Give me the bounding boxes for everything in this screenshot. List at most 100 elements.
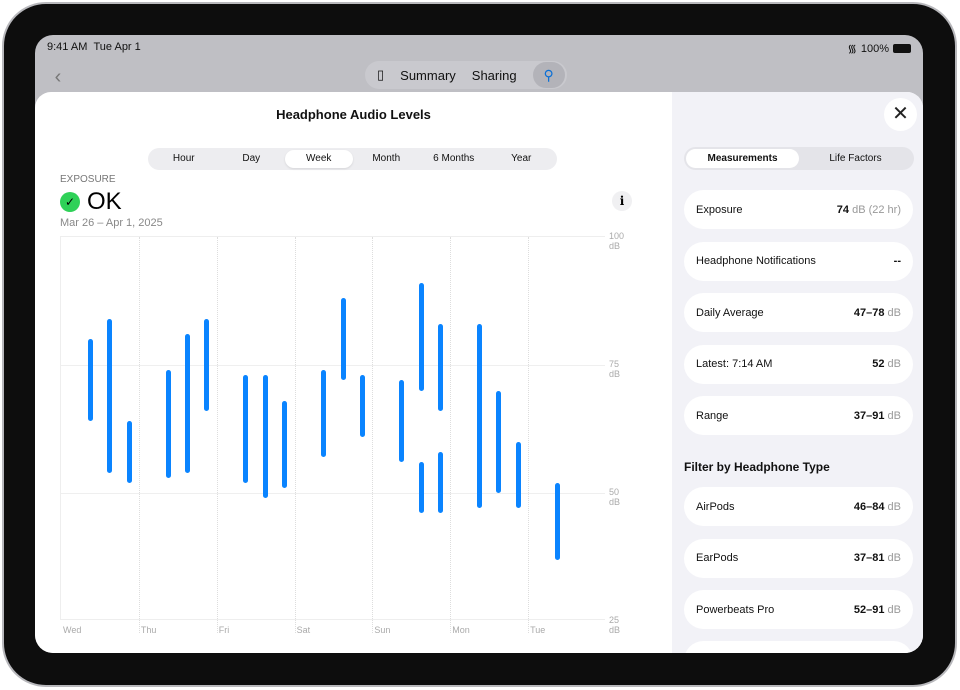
day-gridline — [294, 237, 296, 633]
x-tick-label: Tue — [530, 625, 546, 635]
range-bar[interactable] — [87, 339, 93, 422]
x-tick-label: Thu — [140, 625, 157, 635]
range-bar[interactable] — [515, 441, 521, 509]
range-bar[interactable] — [418, 462, 424, 514]
x-tick-label: Sat — [296, 625, 311, 635]
day-gridline — [138, 237, 140, 633]
x-tick-label: Fri — [218, 625, 230, 635]
item-value: -- — [894, 255, 901, 267]
range-bar[interactable] — [321, 370, 327, 458]
item-value: 74 dB (22 hr) — [837, 204, 901, 216]
value-unit: dB (22 hr) — [852, 203, 901, 216]
info-icon[interactable]: i — [612, 191, 632, 211]
range-bar[interactable] — [360, 375, 366, 437]
range-bar[interactable] — [262, 375, 268, 499]
range-selector: Hour Day Week Month 6 Months Year — [148, 148, 557, 170]
tab-day[interactable]: Day — [242, 153, 261, 164]
list-item[interactable]: Powerbeats Pro 52–91 dB — [684, 590, 913, 629]
date-range: Mar 26 – Apr 1, 2025 — [60, 217, 163, 229]
value-number: 37–81 — [853, 552, 885, 564]
range-bar[interactable] — [399, 380, 405, 463]
tab-6-months[interactable]: 6 Months — [433, 153, 475, 164]
range-bar[interactable] — [554, 482, 560, 560]
nav-bar: ▯ Summary Sharing ⚲ — [365, 61, 567, 89]
value-number: 52–91 — [853, 603, 885, 616]
tab-month[interactable]: Month — [372, 153, 401, 164]
nav-summary[interactable]: Summary — [400, 67, 456, 83]
status-date: Tue Apr 1 — [93, 41, 141, 53]
list-item[interactable]: Range 37–91 dB — [684, 396, 913, 435]
item-value: 46–84 dB — [854, 501, 901, 513]
list-item[interactable]: EarPods 37–81 dB — [684, 538, 913, 578]
tab-measurements[interactable]: Measurements — [686, 149, 799, 168]
day-gridline — [372, 237, 374, 633]
x-tick-label: Wed — [63, 625, 82, 635]
gridline — [61, 365, 605, 366]
y-tick-label: 25 dB — [609, 615, 621, 635]
range-bar[interactable] — [476, 324, 482, 509]
tab-life-factors[interactable]: Life Factors — [829, 153, 882, 164]
tab-year[interactable]: Year — [511, 153, 532, 164]
item-label: Range — [696, 409, 729, 422]
sidebar-icon[interactable]: ▯ — [377, 67, 385, 82]
item-label: Powerbeats Pro — [696, 603, 775, 616]
range-bar[interactable] — [282, 400, 288, 488]
item-label: Latest: 7:14 AM — [696, 358, 773, 370]
y-tick-label: 75 dB — [609, 359, 621, 379]
screen: 9:41 AM Tue Apr 1 ᯾ 100% ‹ ▯ Summary Shar… — [35, 35, 923, 653]
day-gridline — [528, 237, 530, 633]
filter-heading: Filter by Headphone Type — [684, 460, 830, 474]
nav-sharing[interactable]: Sharing — [471, 67, 517, 83]
range-bar[interactable] — [204, 318, 210, 412]
x-tick-label: Sun — [374, 625, 391, 635]
range-bar[interactable] — [243, 375, 249, 483]
value-unit: dB — [887, 306, 901, 319]
wifi-icon: ᯾ — [847, 43, 857, 55]
back-button[interactable]: ‹ — [54, 66, 62, 88]
exposure-status: ✓ OK — [60, 188, 122, 216]
list-item[interactable]: Headphone Notifications -- — [684, 241, 913, 281]
list-item[interactable]: Latest: 7:14 AM 52 dB — [684, 344, 913, 384]
tab-week[interactable]: Week — [285, 150, 353, 168]
x-tick-label: Mon — [452, 625, 470, 635]
item-value: 37–81 dB — [854, 552, 901, 564]
day-gridline — [450, 237, 452, 633]
value-unit: dB — [887, 552, 901, 564]
battery-icon — [893, 44, 911, 53]
value-unit: dB — [887, 409, 901, 422]
y-tick-label: 100 dB — [609, 231, 625, 251]
item-label: Exposure — [696, 203, 743, 216]
panel-tabs: Measurements Life Factors — [684, 147, 914, 170]
list-item[interactable]: Exposure 74 dB (22 hr) — [684, 190, 913, 229]
value-number: 74 — [836, 203, 850, 216]
list-item[interactable]: Daily Average 47–78 dB — [684, 293, 913, 332]
range-bar[interactable] — [126, 421, 132, 483]
chart[interactable]: 100 dB 75 dB 50 dB 25 dB Wed Thu Fri Sat Sun Mon T… — [60, 231, 624, 635]
range-bar[interactable] — [418, 283, 424, 391]
range-bar[interactable] — [165, 370, 171, 478]
range-bar[interactable] — [340, 298, 346, 381]
y-tick-label: 50 dB — [609, 487, 621, 507]
value-unit: dB — [887, 358, 901, 370]
value-number: 46–84 — [853, 500, 885, 513]
list-item[interactable]: AirPods 46–84 dB — [684, 487, 913, 526]
value-number: 52 — [872, 358, 885, 370]
value-number: 37–91 — [853, 409, 885, 422]
status-text: OK — [87, 188, 122, 215]
range-bar[interactable] — [496, 390, 502, 493]
range-bar[interactable] — [185, 334, 191, 473]
range-bar[interactable] — [438, 452, 444, 514]
sheet: Headphone Audio Levels Hour Day Week Month 6… — [35, 92, 923, 653]
side-panel: ✕ Measurements Life Factors Filter by Hea… — [672, 92, 923, 653]
search-icon[interactable]: ⚲ — [532, 62, 565, 88]
tab-hour[interactable]: Hour — [172, 153, 195, 164]
list-item[interactable] — [684, 641, 913, 653]
item-label: Daily Average — [696, 306, 764, 319]
range-bar[interactable] — [107, 318, 113, 473]
sheet-title: Headphone Audio Levels — [276, 107, 431, 122]
range-bar[interactable] — [438, 324, 444, 412]
item-label: EarPods — [696, 552, 739, 564]
close-button[interactable]: ✕ — [884, 98, 917, 131]
item-label: Headphone Notifications — [696, 255, 816, 267]
value-unit: dB — [887, 603, 901, 616]
